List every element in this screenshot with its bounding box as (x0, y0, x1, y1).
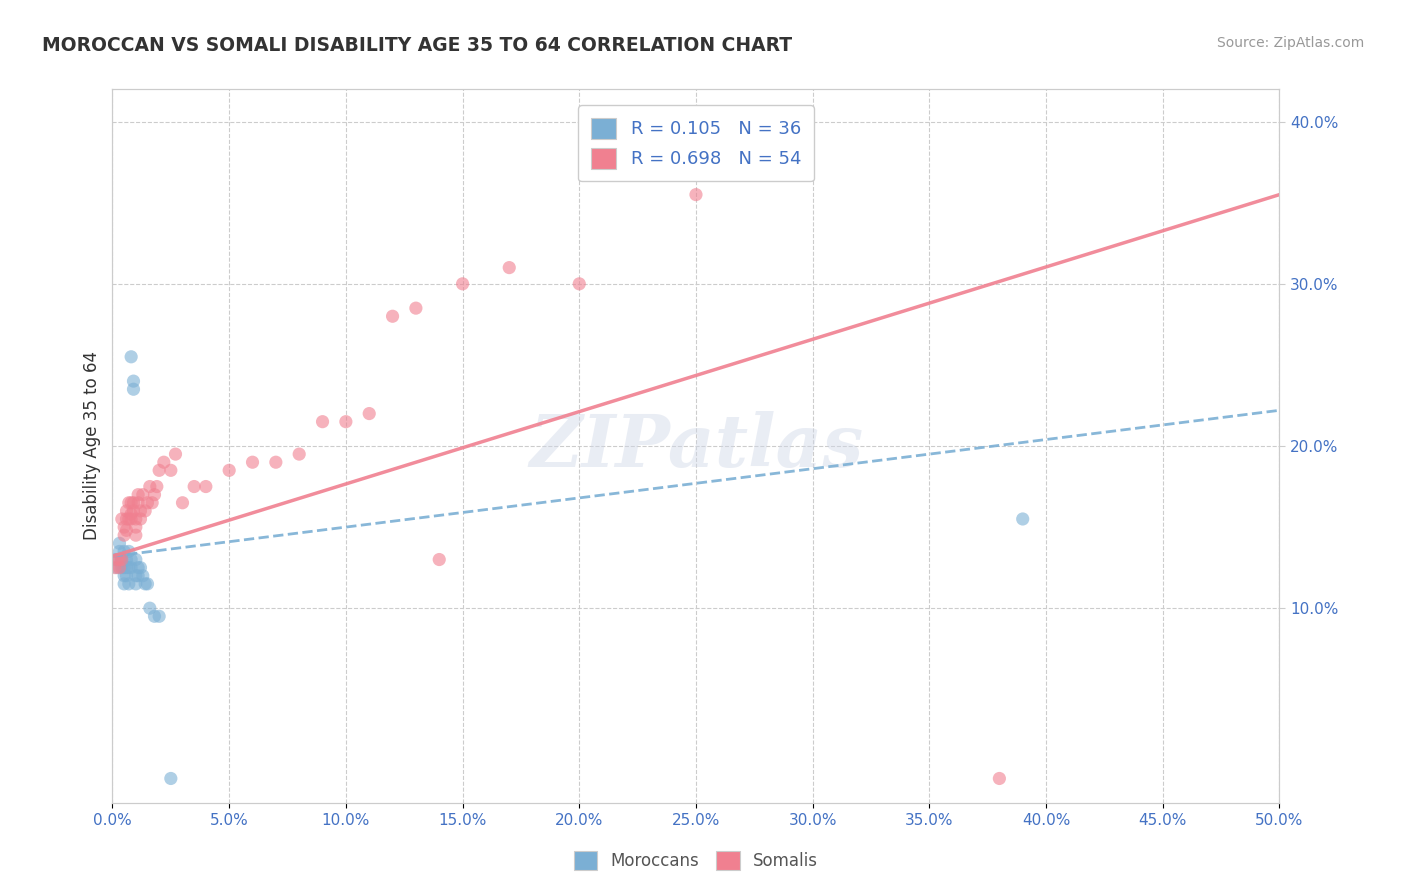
Point (112, 528, 135, 542)
Point (129, 512, 152, 526)
Point (120, 512, 142, 526)
Point (139, 479, 162, 493)
Point (118, 512, 141, 526)
Point (122, 496, 145, 510)
Point (118, 544, 141, 558)
Point (105, 552, 128, 566)
Point (359, 407, 381, 421)
Point (129, 504, 152, 518)
Point (112, 568, 135, 582)
Point (143, 609, 166, 624)
Point (120, 507, 142, 521)
Point (288, 447, 311, 461)
Point (335, 415, 357, 429)
Text: Source: ZipAtlas.com: Source: ZipAtlas.com (1216, 36, 1364, 50)
Point (125, 577, 148, 591)
Point (111, 560, 134, 574)
Point (153, 455, 176, 469)
Point (381, 310, 404, 324)
Point (118, 577, 141, 591)
Point (148, 609, 170, 624)
Legend: Moroccans, Somalis: Moroccans, Somalis (568, 844, 824, 877)
Point (194, 479, 217, 493)
Point (104, 560, 127, 574)
Point (111, 552, 134, 566)
Point (125, 512, 148, 526)
Point (685, 187, 707, 202)
Point (111, 512, 134, 526)
Point (165, 447, 187, 461)
Point (105, 560, 128, 574)
Point (1011, 512, 1033, 526)
Point (115, 512, 138, 526)
Point (115, 524, 138, 538)
Point (132, 488, 155, 502)
Point (115, 552, 138, 566)
Point (498, 260, 520, 275)
Point (127, 496, 149, 510)
Point (111, 552, 134, 566)
Point (242, 455, 264, 469)
Point (146, 479, 169, 493)
Point (183, 479, 205, 493)
Point (122, 382, 145, 396)
Point (115, 560, 138, 574)
Point (112, 520, 135, 534)
Point (104, 552, 127, 566)
Point (148, 463, 170, 477)
Point (108, 544, 131, 558)
Point (120, 496, 142, 510)
Point (136, 496, 159, 510)
Point (125, 528, 148, 542)
Point (127, 560, 149, 574)
Point (988, 772, 1011, 786)
Text: MOROCCAN VS SOMALI DISABILITY AGE 35 TO 64 CORRELATION CHART: MOROCCAN VS SOMALI DISABILITY AGE 35 TO … (42, 36, 793, 54)
Point (111, 552, 134, 566)
Point (427, 552, 450, 566)
Point (112, 560, 135, 574)
Point (143, 488, 166, 502)
Point (125, 552, 148, 566)
Point (132, 568, 155, 582)
Point (134, 577, 156, 591)
Point (127, 488, 149, 502)
Point (112, 544, 135, 558)
Point (160, 463, 183, 477)
Point (108, 560, 131, 574)
Point (120, 560, 142, 574)
Point (120, 552, 142, 566)
Point (264, 455, 287, 469)
Point (141, 496, 163, 510)
Point (108, 536, 131, 550)
Point (311, 415, 333, 429)
Point (568, 277, 591, 291)
Point (115, 504, 138, 518)
Point (108, 552, 131, 566)
Point (127, 568, 149, 582)
Point (125, 568, 148, 582)
Point (122, 374, 145, 388)
Point (122, 504, 145, 518)
Point (118, 496, 141, 510)
Point (118, 560, 141, 574)
Point (120, 350, 142, 364)
Point (160, 772, 183, 786)
Point (136, 577, 159, 591)
Point (139, 601, 162, 615)
Point (129, 560, 152, 574)
Point (112, 577, 135, 591)
Point (451, 277, 474, 291)
Point (125, 520, 148, 534)
Point (115, 568, 138, 582)
Point (405, 301, 427, 315)
Point (172, 496, 194, 510)
Text: ZIPatlas: ZIPatlas (529, 410, 863, 482)
Point (134, 504, 156, 518)
Point (218, 463, 240, 477)
Y-axis label: Disability Age 35 to 64: Disability Age 35 to 64 (83, 351, 101, 541)
